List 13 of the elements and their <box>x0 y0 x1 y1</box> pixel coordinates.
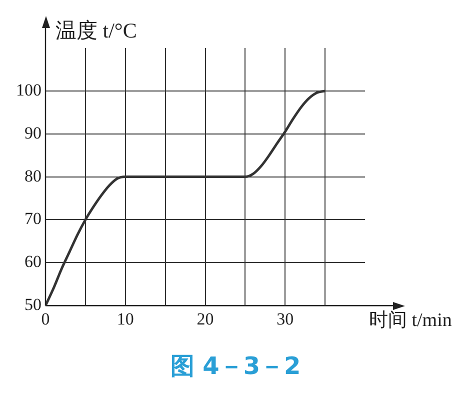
y-tick-label: 90 <box>24 123 42 142</box>
caption: 图 4－3－2 <box>169 351 302 382</box>
y-tick-label: 100 <box>16 80 42 100</box>
x-tick-label: 0 <box>41 309 50 328</box>
x-axis-title: 时间 t/min <box>369 310 452 332</box>
y-tick-label: 50 <box>24 295 42 314</box>
y-axis-title: 温度 t/°C <box>56 18 137 43</box>
x-tick-label: 10 <box>116 309 134 328</box>
y-tick-label: 80 <box>24 166 42 186</box>
x-tick-label: 20 <box>196 309 214 328</box>
y-tick-label: 60 <box>24 252 42 272</box>
y-tick-label: 70 <box>24 209 42 228</box>
x-tick-label: 30 <box>276 309 294 328</box>
